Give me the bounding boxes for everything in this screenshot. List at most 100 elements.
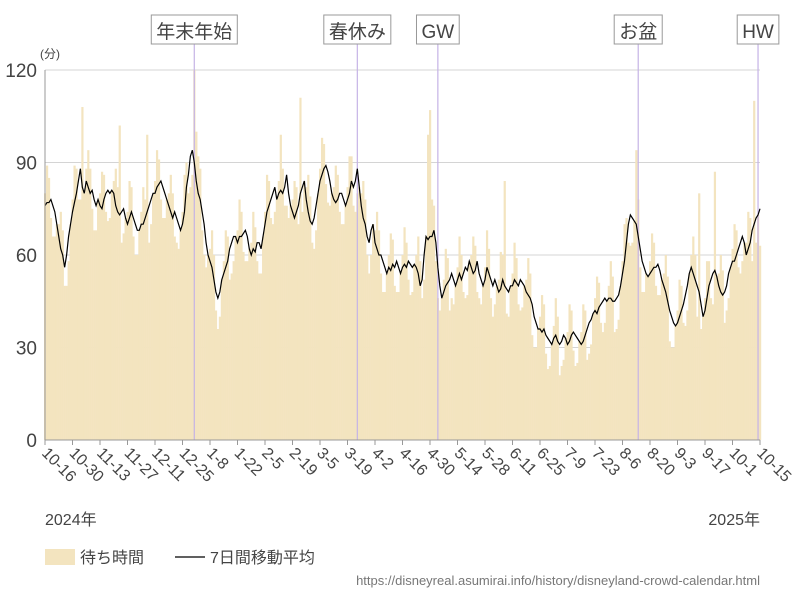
bar bbox=[704, 298, 707, 440]
bar bbox=[53, 236, 57, 440]
bar bbox=[556, 316, 559, 440]
bar bbox=[680, 285, 683, 440]
bar bbox=[505, 313, 508, 440]
y-tick-label: 60 bbox=[16, 246, 37, 267]
bar bbox=[102, 174, 106, 441]
bar bbox=[656, 295, 660, 440]
bar bbox=[664, 255, 667, 440]
bar bbox=[623, 224, 626, 440]
bar bbox=[299, 97, 302, 440]
bar bbox=[218, 316, 222, 440]
bar bbox=[393, 285, 396, 440]
bar bbox=[552, 325, 555, 440]
bar bbox=[645, 273, 648, 440]
bar bbox=[364, 199, 367, 440]
bar bbox=[444, 248, 447, 440]
bar bbox=[246, 261, 249, 440]
bar bbox=[595, 276, 599, 440]
bar bbox=[627, 242, 630, 440]
bar bbox=[705, 261, 709, 440]
bar bbox=[725, 310, 728, 440]
bar bbox=[228, 279, 231, 440]
bar bbox=[588, 353, 591, 440]
bar bbox=[430, 199, 434, 440]
x-tick-label: 2-19 bbox=[286, 445, 321, 480]
bar bbox=[674, 325, 677, 440]
bar bbox=[248, 248, 251, 440]
bar bbox=[743, 242, 746, 440]
bar bbox=[690, 255, 693, 440]
bar bbox=[470, 255, 473, 440]
bar bbox=[55, 224, 58, 440]
bar bbox=[104, 211, 108, 440]
bar bbox=[658, 295, 662, 440]
x-tick-label: 5-28 bbox=[478, 445, 513, 480]
bar bbox=[531, 335, 534, 440]
bar bbox=[721, 270, 724, 440]
bar bbox=[662, 273, 665, 440]
x-tick-label: 6-25 bbox=[533, 445, 568, 480]
bar bbox=[515, 258, 518, 440]
bar bbox=[694, 255, 697, 440]
bar bbox=[633, 221, 636, 440]
bar bbox=[287, 218, 290, 440]
bar bbox=[442, 279, 445, 440]
bar bbox=[77, 199, 80, 440]
bar bbox=[572, 350, 575, 440]
bar bbox=[372, 224, 375, 440]
bar bbox=[438, 310, 442, 440]
bar bbox=[313, 248, 316, 440]
bar bbox=[265, 174, 269, 441]
bar bbox=[741, 261, 744, 440]
bar bbox=[525, 279, 528, 440]
bar bbox=[580, 332, 583, 440]
bar bbox=[81, 107, 84, 440]
bar bbox=[305, 187, 308, 440]
bar bbox=[150, 224, 153, 440]
bar bbox=[100, 171, 104, 440]
bar bbox=[291, 199, 294, 440]
bar bbox=[421, 298, 424, 440]
bar bbox=[110, 190, 113, 440]
bar bbox=[462, 292, 465, 440]
bar bbox=[696, 316, 699, 440]
bar bbox=[539, 316, 542, 440]
bar bbox=[59, 211, 62, 440]
bar bbox=[432, 205, 436, 440]
bar bbox=[399, 273, 402, 440]
bar bbox=[322, 144, 326, 440]
bar bbox=[267, 181, 271, 440]
bar bbox=[480, 304, 483, 440]
bar bbox=[450, 298, 453, 440]
bar bbox=[165, 199, 168, 440]
bar bbox=[686, 310, 689, 440]
bar bbox=[154, 181, 157, 440]
bar bbox=[234, 236, 237, 440]
bar bbox=[340, 224, 343, 440]
bar bbox=[348, 156, 351, 441]
bar bbox=[484, 267, 487, 440]
bar bbox=[719, 255, 722, 440]
bar bbox=[155, 150, 159, 440]
bar bbox=[523, 285, 526, 440]
bar bbox=[205, 267, 208, 440]
bar bbox=[97, 199, 100, 440]
bar bbox=[383, 292, 387, 440]
bar bbox=[140, 211, 143, 440]
bar bbox=[75, 168, 78, 440]
bar bbox=[601, 332, 605, 440]
event-label-box bbox=[613, 14, 663, 45]
x-tick-label: 6-11 bbox=[506, 445, 540, 479]
bar bbox=[315, 230, 318, 440]
legend-swatch bbox=[45, 549, 75, 565]
bar bbox=[330, 193, 333, 440]
source-url: https://disneyreal.asumirai.info/history… bbox=[356, 573, 760, 588]
bar bbox=[250, 242, 253, 440]
bar bbox=[83, 193, 86, 440]
bar bbox=[222, 261, 225, 440]
bar bbox=[709, 298, 713, 440]
bar bbox=[124, 218, 127, 440]
bar bbox=[676, 310, 679, 440]
bar bbox=[599, 322, 603, 440]
